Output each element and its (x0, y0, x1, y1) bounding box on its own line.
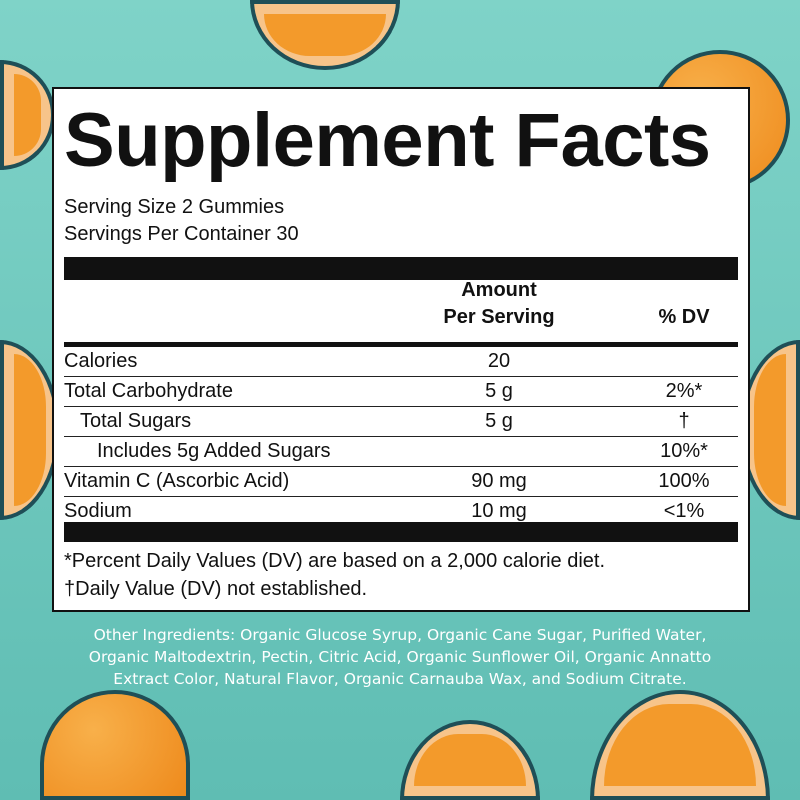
footnote-dagger: †Daily Value (DV) not established. (64, 578, 368, 600)
table-row: Total Carbohydrate 5 g 2%* (64, 377, 738, 407)
nutrient-name: Total Sugars (80, 410, 192, 432)
orange-decoration (250, 0, 400, 70)
supplement-facts-label: Supplement Facts Serving Size 2 Gummies … (52, 87, 750, 612)
nutrient-name: Includes 5g Added Sugars (97, 440, 331, 462)
label-title: Supplement Facts (64, 98, 711, 183)
nutrient-amount: 5 g (485, 380, 513, 402)
table-row: Sodium 10 mg <1% (64, 497, 738, 526)
table-row: Includes 5g Added Sugars 10%* (64, 437, 738, 467)
nutrient-amount: 5 g (485, 410, 513, 432)
orange-decoration (590, 690, 770, 800)
nutrient-amount: 20 (487, 350, 511, 372)
dv-header: % DV (658, 306, 710, 328)
servings-per-container: Servings Per Container 30 (64, 223, 299, 245)
table-row: Total Sugars 5 g † (64, 407, 738, 437)
nutrient-dv: † (678, 410, 690, 432)
nutrient-dv: 2%* (665, 380, 703, 402)
orange-decoration (400, 720, 540, 800)
divider-bar (64, 257, 738, 280)
orange-decoration (40, 690, 190, 800)
nutrient-dv: 100% (658, 470, 710, 492)
nutrient-name: Sodium (64, 500, 132, 522)
amount-header-line1: Amount (461, 279, 537, 301)
table-row: Vitamin C (Ascorbic Acid) 90 mg 100% (64, 467, 738, 497)
orange-decoration (0, 60, 55, 170)
nutrient-name: Vitamin C (Ascorbic Acid) (64, 470, 290, 492)
other-ingredients: Other Ingredients: Organic Glucose Syrup… (88, 626, 712, 688)
nutrient-amount: 10 mg (471, 500, 527, 522)
nutrient-name: Calories (64, 350, 138, 372)
amount-header: Amount Per Serving (424, 277, 574, 331)
orange-decoration (0, 340, 60, 520)
nutrient-dv: <1% (663, 500, 705, 522)
serving-size: Serving Size 2 Gummies (64, 196, 285, 218)
footnote-dv: *Percent Daily Values (DV) are based on … (64, 550, 606, 572)
nutrient-amount: 90 mg (471, 470, 527, 492)
nutrient-name: Total Carbohydrate (64, 380, 233, 402)
amount-header-line2: Per Serving (443, 306, 555, 328)
divider-bar (64, 522, 738, 542)
table-row: Calories 20 (64, 347, 738, 377)
nutrient-dv: 10%* (660, 440, 708, 462)
divider-thick (64, 342, 738, 347)
